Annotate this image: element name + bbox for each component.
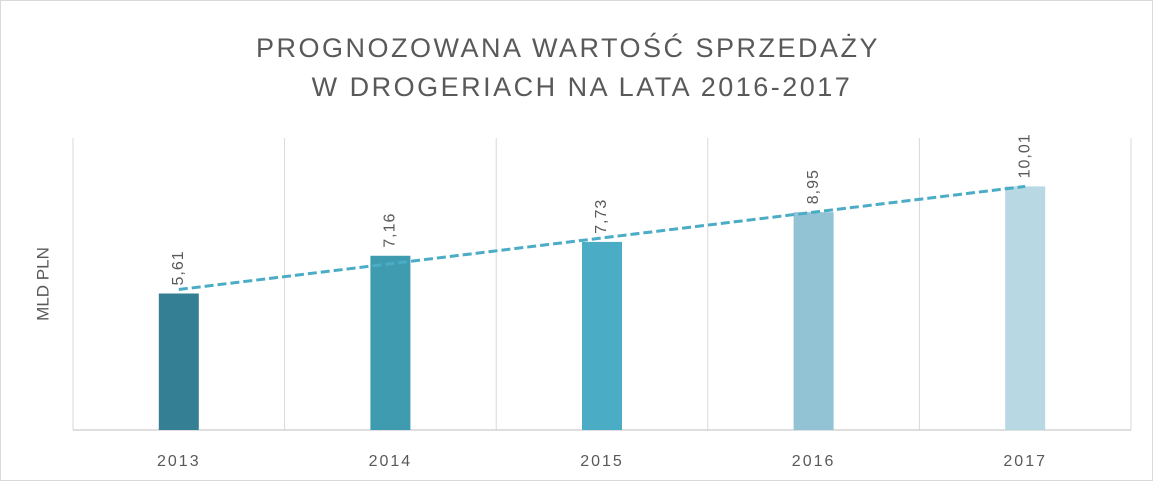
x-tick-label: 2016 [792,453,836,470]
data-label: 5,61 [170,250,187,285]
bar [1005,186,1046,430]
x-tick-label: 2017 [1003,453,1047,470]
data-label: 7,16 [382,213,399,248]
bar [793,212,834,430]
y-axis-label: MLD PLN [33,247,52,321]
chart-title: PROGNOZOWANA WARTOŚĆ SPRZEDAŻY [256,31,880,63]
x-tick-label: 2013 [157,453,201,470]
x-tick-label: 2014 [369,453,413,470]
bar [582,241,622,430]
data-label: 8,95 [805,169,822,204]
data-label: 10,01 [1016,133,1033,178]
data-label: 7,73 [593,199,610,234]
chart-title: W DROGERIACH NA LATA 2016-2017 [312,72,853,102]
bar [158,293,199,430]
x-tick-label: 2015 [580,453,624,470]
bar [370,255,411,430]
trendline [178,184,1026,291]
